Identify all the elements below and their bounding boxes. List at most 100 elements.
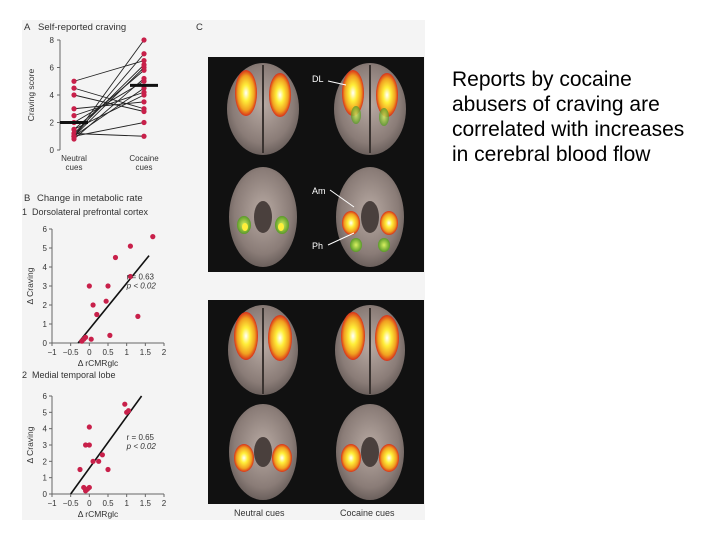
figure-panel: A Self-reported craving 0 2 4 6 8 Craving sco…: [22, 20, 425, 520]
brain-scan-neutral-dl-2: [228, 305, 298, 395]
data-point: [90, 302, 96, 308]
data-point: [141, 89, 147, 95]
subpanel-1-number: 1: [22, 207, 28, 217]
subject-line: [73, 60, 145, 82]
data-point: [141, 119, 147, 126]
data-point: [103, 298, 109, 304]
y-tick-label: 6: [43, 392, 48, 401]
x-tick-label: −1: [47, 348, 57, 357]
data-point: [141, 108, 147, 115]
panel-b-letter: B: [24, 193, 31, 204]
data-point: [86, 424, 92, 430]
y-tick-label: 1: [43, 474, 48, 483]
x-axis-label: Δ rCMRglc: [78, 509, 119, 519]
data-point: [71, 126, 77, 132]
y-tick-label: 4: [43, 425, 48, 434]
y-axis-label: Δ Craving: [25, 426, 35, 463]
subject-line: [73, 39, 145, 137]
y-tick-label: 0: [43, 490, 48, 499]
brain-scan-cocaine-temporal: [336, 167, 404, 267]
x-tick-label: −0.5: [63, 348, 79, 357]
x-axis-label: Δ rCMRglc: [78, 358, 119, 368]
panel-a-title: Self-reported craving: [38, 22, 127, 33]
r-value-annotation: r = 0.63: [127, 273, 155, 282]
data-point: [94, 311, 100, 318]
y-tick-label: 5: [43, 408, 48, 417]
panel-a-letter: A: [24, 22, 31, 33]
x-tick-label: 2: [162, 499, 167, 508]
data-point: [141, 99, 147, 105]
p-value-annotation: p < 0.02: [126, 442, 157, 451]
y-axis-label: Craving score: [26, 69, 36, 122]
subject-line: [73, 91, 145, 117]
data-point: [141, 58, 147, 64]
data-point: [141, 51, 147, 57]
x-category-label: Neutral: [61, 154, 87, 163]
brain-scan-cocaine-dl: [334, 63, 406, 155]
dlpfc-scatter-chart: 0 1 2 3 4 5 6 −1 −0.5 0 0.5 1 1.5 2 Δ rCMRglc Δ Craving…: [25, 225, 167, 368]
data-point: [86, 442, 92, 448]
data-point: [141, 64, 147, 71]
panel-c-letter: C: [196, 22, 203, 33]
mtl-scatter-chart: 0 1 2 3 4 5 6 −1 −0.5 0 0.5 1 1.5 2 Δ rCMRglc Δ Craving…: [25, 392, 167, 519]
ph-pointer: [327, 232, 355, 246]
label-dl: DL: [312, 74, 324, 84]
data-point: [125, 408, 132, 414]
subpanel-2-title: Medial temporal lobe: [32, 370, 116, 380]
data-point: [83, 334, 89, 340]
y-axis-label: Δ Craving: [25, 267, 35, 304]
slide-caption: Reports by cocaine abusers of craving ar…: [452, 68, 685, 166]
x-tick-label: −0.5: [63, 499, 79, 508]
data-point: [71, 85, 77, 91]
brain-images-top: DL Am Ph: [208, 57, 424, 272]
y-tick-label: 6: [43, 225, 48, 234]
data-point: [135, 313, 141, 319]
x-tick-label: 1: [124, 348, 129, 357]
brain-scan-neutral-dl: [227, 63, 299, 155]
r-value-annotation: r = 0.65: [127, 433, 155, 442]
y-tick-label: 0: [50, 146, 55, 155]
y-tick-label: 1: [43, 320, 48, 329]
x-tick-label: 2: [162, 348, 167, 357]
data-point: [86, 283, 92, 289]
data-point: [150, 234, 156, 240]
x-tick-label: 1: [124, 499, 129, 508]
y-tick-label: 3: [43, 441, 48, 450]
x-tick-label: −1: [47, 499, 57, 508]
brain-scan-neutral-temporal: [229, 167, 297, 267]
data-point: [71, 92, 77, 98]
data-point: [99, 452, 105, 458]
y-tick-label: 2: [43, 457, 48, 466]
data-point: [107, 332, 113, 338]
data-point: [71, 133, 77, 139]
x-tick-label: 0: [87, 499, 92, 508]
y-tick-label: 4: [50, 91, 55, 100]
x-tick-label: 0.5: [102, 499, 114, 508]
x-label-neutral-cues: Neutral cues: [234, 508, 285, 518]
x-category-label: cues: [136, 163, 153, 172]
brain-scan-cocaine-dl-2: [335, 305, 405, 395]
brain-scans-bottom-svg: [228, 305, 405, 500]
data-point: [105, 466, 111, 473]
data-point: [112, 254, 119, 261]
p-value-annotation: p < 0.02: [126, 282, 157, 291]
am-pointer: [329, 189, 355, 208]
subject-line: [73, 67, 145, 137]
y-tick-label: 2: [43, 301, 48, 310]
regression-line: [77, 255, 150, 344]
data-point: [88, 336, 94, 342]
data-point: [105, 283, 111, 289]
subpanel-2-number: 2: [22, 370, 28, 380]
subject-line: [73, 69, 145, 130]
data-point: [127, 243, 133, 249]
y-tick-label: 3: [43, 282, 48, 291]
panel-b-title: Change in metabolic rate: [37, 193, 143, 204]
data-point: [96, 458, 102, 464]
subject-line: [73, 133, 145, 137]
x-tick-label: 1.5: [140, 348, 152, 357]
y-tick-label: 0: [43, 339, 48, 348]
y-tick-label: 6: [50, 64, 55, 73]
brain-scan-cocaine-temporal-2: [336, 404, 404, 500]
y-tick-label: 5: [43, 244, 48, 253]
